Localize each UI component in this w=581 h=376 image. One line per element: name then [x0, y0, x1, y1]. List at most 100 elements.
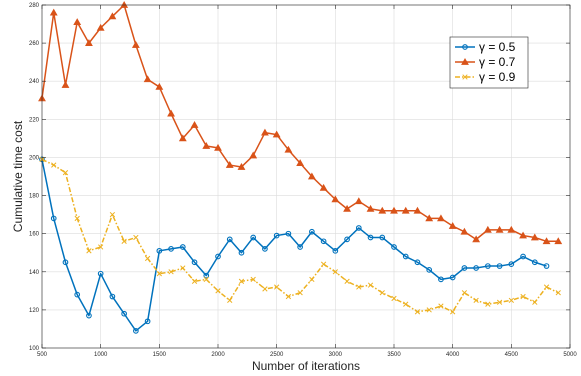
- x-tick-label: 3000: [329, 352, 343, 358]
- x-tick-label: 2500: [270, 352, 284, 358]
- data-point: [483, 225, 492, 233]
- data-point: [332, 247, 339, 254]
- legend-marker: [462, 44, 468, 50]
- data-point: [285, 293, 292, 300]
- data-point: [178, 134, 187, 142]
- data-point: [309, 276, 315, 283]
- data-point: [496, 299, 503, 305]
- legend-marker: [462, 74, 468, 80]
- data-point: [215, 288, 221, 294]
- data-point: [215, 253, 221, 260]
- data-point: [249, 151, 258, 159]
- data-point: [61, 81, 70, 88]
- series-1: [39, 156, 550, 334]
- data-point: [379, 234, 386, 241]
- x-tick-label: 4500: [505, 352, 519, 358]
- data-point: [495, 225, 504, 233]
- legend-marker: [461, 57, 469, 65]
- data-point: [143, 75, 152, 83]
- data-point: [285, 230, 292, 237]
- data-point: [355, 225, 362, 231]
- data-point: [250, 276, 256, 283]
- y-tick-label: 180: [29, 194, 40, 200]
- series-3: [39, 156, 561, 315]
- data-point: [274, 284, 280, 290]
- data-point: [109, 211, 116, 218]
- data-point: [133, 234, 139, 241]
- data-point: [543, 263, 550, 269]
- x-tick-label: 3500: [387, 352, 401, 358]
- legend: γ = 0.5γ = 0.7γ = 0.9: [449, 36, 529, 89]
- data-point: [485, 263, 491, 269]
- data-point: [520, 293, 526, 300]
- data-point: [555, 290, 561, 296]
- data-point: [449, 274, 456, 281]
- data-point: [74, 291, 81, 298]
- data-point: [543, 284, 550, 290]
- data-point: [507, 225, 516, 233]
- data-point: [366, 204, 375, 212]
- x-tick-label: 1500: [153, 352, 167, 358]
- data-point: [86, 312, 92, 319]
- data-point: [262, 246, 268, 252]
- data-point: [461, 265, 468, 271]
- data-point: [356, 284, 362, 290]
- data-point: [168, 269, 174, 275]
- data-point: [109, 293, 116, 300]
- data-point: [227, 297, 233, 304]
- data-point: [426, 307, 432, 313]
- data-point: [262, 286, 268, 292]
- data-point: [473, 297, 479, 304]
- data-point: [49, 8, 58, 16]
- x-axis-label: Number of iterations: [252, 359, 360, 373]
- y-tick-label: 200: [29, 155, 40, 161]
- data-point: [309, 228, 315, 235]
- data-point: [414, 309, 421, 315]
- data-point: [391, 295, 397, 302]
- data-point: [532, 299, 538, 305]
- y-tick-label: 140: [29, 270, 40, 276]
- data-point: [144, 318, 151, 325]
- data-point: [448, 222, 457, 229]
- data-point: [402, 253, 409, 260]
- data-point: [191, 278, 198, 284]
- data-point: [320, 261, 327, 267]
- data-point: [96, 23, 105, 31]
- data-point: [460, 227, 469, 235]
- data-point: [190, 121, 199, 128]
- data-point: [414, 259, 421, 266]
- data-point: [367, 282, 374, 288]
- data-point: [401, 206, 410, 214]
- data-point: [391, 244, 397, 250]
- y-tick-label: 280: [29, 3, 40, 9]
- x-tick-label: 4000: [446, 352, 460, 358]
- data-point: [203, 276, 209, 283]
- legend-entry-2: γ = 0.7: [455, 55, 516, 69]
- y-tick-label: 100: [29, 346, 40, 352]
- series-layer: [38, 0, 563, 334]
- data-point: [179, 244, 186, 250]
- y-axis-label: Cumulative time cost: [11, 120, 25, 232]
- data-point: [331, 195, 340, 203]
- data-point: [98, 244, 104, 250]
- y-tick-label: 160: [29, 232, 40, 238]
- data-point: [531, 259, 538, 266]
- data-point: [156, 271, 162, 277]
- y-tick-label: 260: [29, 41, 40, 47]
- y-tick-label: 240: [29, 79, 40, 85]
- data-point: [167, 109, 175, 117]
- data-point: [250, 234, 257, 241]
- data-point: [390, 206, 398, 214]
- data-point: [144, 255, 151, 262]
- data-point: [202, 142, 211, 149]
- data-point: [307, 172, 316, 180]
- data-point: [238, 249, 245, 256]
- data-point: [272, 130, 281, 138]
- y-tick-label: 120: [29, 308, 40, 314]
- data-point: [542, 237, 551, 245]
- data-point: [508, 261, 515, 268]
- data-point: [319, 183, 328, 191]
- data-point: [50, 215, 57, 222]
- series-2: [38, 0, 563, 245]
